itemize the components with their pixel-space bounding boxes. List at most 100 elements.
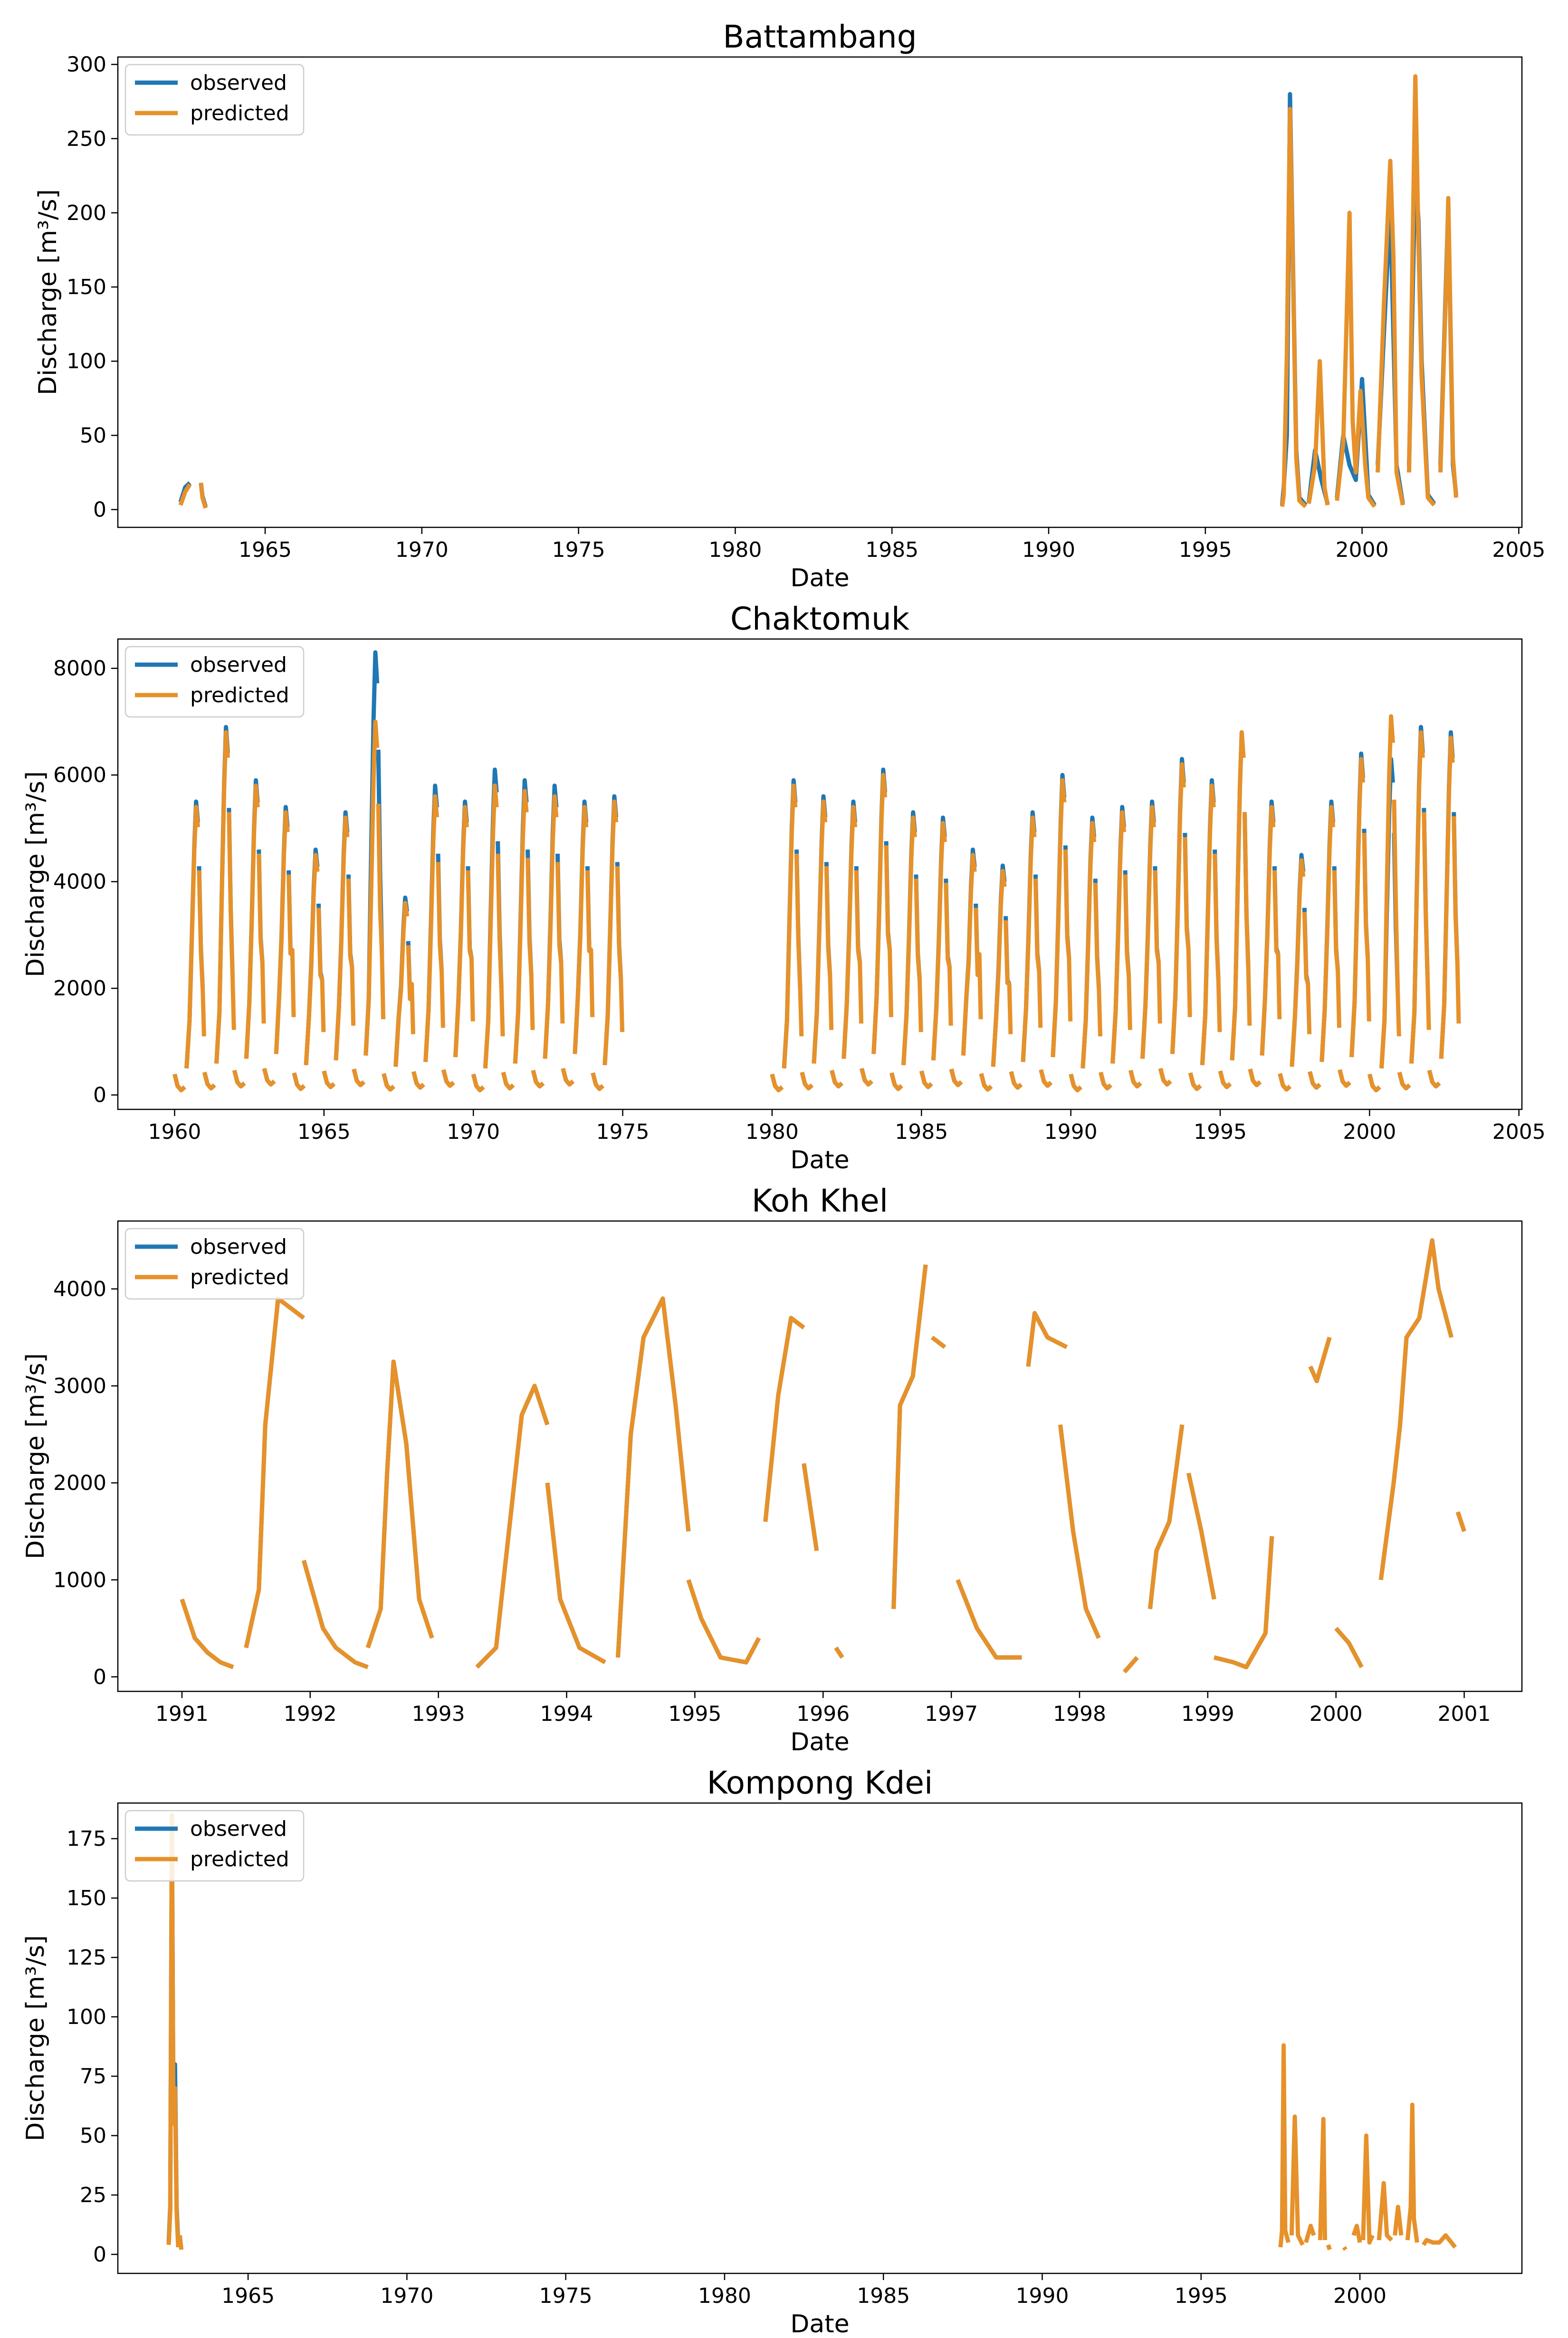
predicted-line-segment xyxy=(1342,2246,1348,2251)
predicted-line-segment xyxy=(1099,1071,1112,1091)
predicted-line-segment xyxy=(1093,883,1103,1037)
predicted-line-segment xyxy=(834,1646,844,1659)
predicted-line-segment xyxy=(602,799,619,1066)
predicted-line-segment xyxy=(471,1073,485,1093)
predicted-line-segment xyxy=(1080,821,1097,1069)
predicted-line-segment xyxy=(411,1071,425,1090)
chart-panel-4: Kompong Kdei 1965 1970 1975 1980 1985 1990 1995… xyxy=(21,1765,1523,2338)
predicted-line-segment xyxy=(1338,1069,1351,1088)
y-tick-label: 150 xyxy=(67,275,106,299)
plot-area xyxy=(180,1238,1466,1674)
predicted-line-segment xyxy=(1009,1071,1023,1090)
predicted-line-segment xyxy=(1438,196,1458,498)
axes-frame xyxy=(117,1220,1523,1692)
predicted-line-segment xyxy=(961,853,977,1056)
predicted-line-segment xyxy=(1039,1069,1053,1088)
predicted-line-segment xyxy=(871,773,888,1054)
predicted-line-segment xyxy=(930,1336,947,1349)
legend: observed predicted xyxy=(124,1810,305,1882)
y-tick-label: 4000 xyxy=(53,1277,106,1301)
predicted-line-segment xyxy=(1153,870,1162,1024)
predicted-line-segment xyxy=(841,805,858,1059)
x-tick-label: 1970 xyxy=(380,2284,433,2308)
predicted-line-segment xyxy=(197,870,206,1037)
predicted-line-segment xyxy=(526,858,535,1030)
predicted-line-segment xyxy=(304,853,320,1066)
predicted-line-segment xyxy=(782,783,798,1069)
predicted-line-segment xyxy=(824,866,834,1030)
predicted-line-segment xyxy=(1213,853,1222,1032)
predicted-line-segment xyxy=(483,783,499,1069)
x-tick-label: 1991 xyxy=(155,1702,209,1726)
y-tick-label: 8000 xyxy=(53,657,106,681)
chart-panel-2: Chaktomuk 1960 1965 1970 1975 1980 1985 1990 199… xyxy=(21,601,1546,1174)
x-tick-label: 2000 xyxy=(1310,1702,1363,1726)
plot-area xyxy=(178,74,1458,509)
predicted-line-segment xyxy=(406,945,415,1034)
legend: observed predicted xyxy=(124,64,305,136)
y-tick-label: 1000 xyxy=(53,1568,106,1592)
predicted-line-segment xyxy=(274,810,290,1054)
legend: observed predicted xyxy=(124,1228,305,1300)
y-tick-label: 0 xyxy=(93,2243,106,2267)
x-tick-label: 1992 xyxy=(284,1702,337,1726)
x-tick-label: 1965 xyxy=(297,1120,351,1144)
predicted-line-segment xyxy=(1334,1627,1364,1669)
predicted-line-segment xyxy=(1307,359,1330,506)
x-tick-label: 1998 xyxy=(1053,1702,1106,1726)
y-tick-label: 50 xyxy=(80,2124,106,2148)
x-tick-label: 2005 xyxy=(1492,1120,1546,1144)
observed-line-segment xyxy=(686,1579,761,1665)
y-tick-label: 50 xyxy=(80,423,106,448)
legend-label-predicted: predicted xyxy=(190,683,289,707)
predicted-line-segment xyxy=(363,719,380,1056)
predicted-line-segment xyxy=(979,1073,993,1092)
legend-label-observed: observed xyxy=(190,71,287,95)
predicted-line-segment xyxy=(1290,858,1306,1067)
predicted-line-segment xyxy=(436,862,445,1028)
x-tick-label: 1990 xyxy=(1044,1120,1098,1144)
predicted-line-segment xyxy=(227,812,236,1030)
predicted-line-segment xyxy=(1361,2133,1375,2245)
x-tick-label: 1965 xyxy=(221,2284,275,2308)
predicted-line-segment xyxy=(453,805,469,1058)
predicted-line-segment xyxy=(1026,1311,1068,1367)
predicted-line-segment xyxy=(974,907,983,1020)
x-tick-label: 1975 xyxy=(596,1120,650,1144)
predicted-line-segment xyxy=(1110,810,1126,1064)
x-tick-label: 1965 xyxy=(239,538,292,562)
predicted-line-segment xyxy=(812,799,828,1064)
x-tick-label: 1995 xyxy=(1179,538,1232,562)
y-tick-label: 300 xyxy=(67,53,106,77)
y-axis-label: Discharge [m³/s] xyxy=(21,1353,50,1559)
predicted-line-segment xyxy=(944,883,953,1026)
predicted-line-segment xyxy=(1351,2223,1362,2243)
predicted-line-segment xyxy=(615,866,625,1032)
predicted-line-segment xyxy=(262,1068,276,1087)
predicted-line-segment xyxy=(1318,2117,1327,2241)
predicted-line-segment xyxy=(178,483,192,506)
chart-panel-3: Koh Khel 1991 1992 1993 1994 1995 1996 1997 1998… xyxy=(21,1183,1523,1756)
predicted-line-segment xyxy=(1004,920,1013,1034)
legend: observed predicted xyxy=(124,646,305,718)
x-tick-label: 2000 xyxy=(1333,2284,1386,2308)
predicted-line-segment xyxy=(475,1384,550,1669)
x-tick-label: 1970 xyxy=(447,1120,500,1144)
predicted-line-segment xyxy=(244,783,260,1059)
predicted-line-segment xyxy=(1405,2102,1419,2243)
predicted-line-segment xyxy=(1170,762,1186,1054)
predicted-line-segment xyxy=(1332,870,1341,1028)
predicted-line-segment xyxy=(686,1579,761,1665)
predicted-line-segment xyxy=(1278,1073,1292,1092)
x-tick-label: 2000 xyxy=(1343,1120,1396,1144)
predicted-line-segment xyxy=(393,901,410,1067)
predicted-line-segment xyxy=(1308,1071,1321,1090)
predicted-line-segment xyxy=(802,1463,819,1551)
predicted-line-segment xyxy=(914,878,923,1032)
y-axis-label: Discharge [m³/s] xyxy=(21,771,50,977)
chart-panel-1: Battambang 1965 1970 1975 1980 1985 1990 1995 20… xyxy=(34,19,1545,592)
predicted-line-segment xyxy=(513,789,529,1064)
x-tick-label: 1985 xyxy=(865,538,918,562)
y-tick-label: 0 xyxy=(93,498,106,522)
predicted-line-segment xyxy=(1128,1069,1142,1088)
